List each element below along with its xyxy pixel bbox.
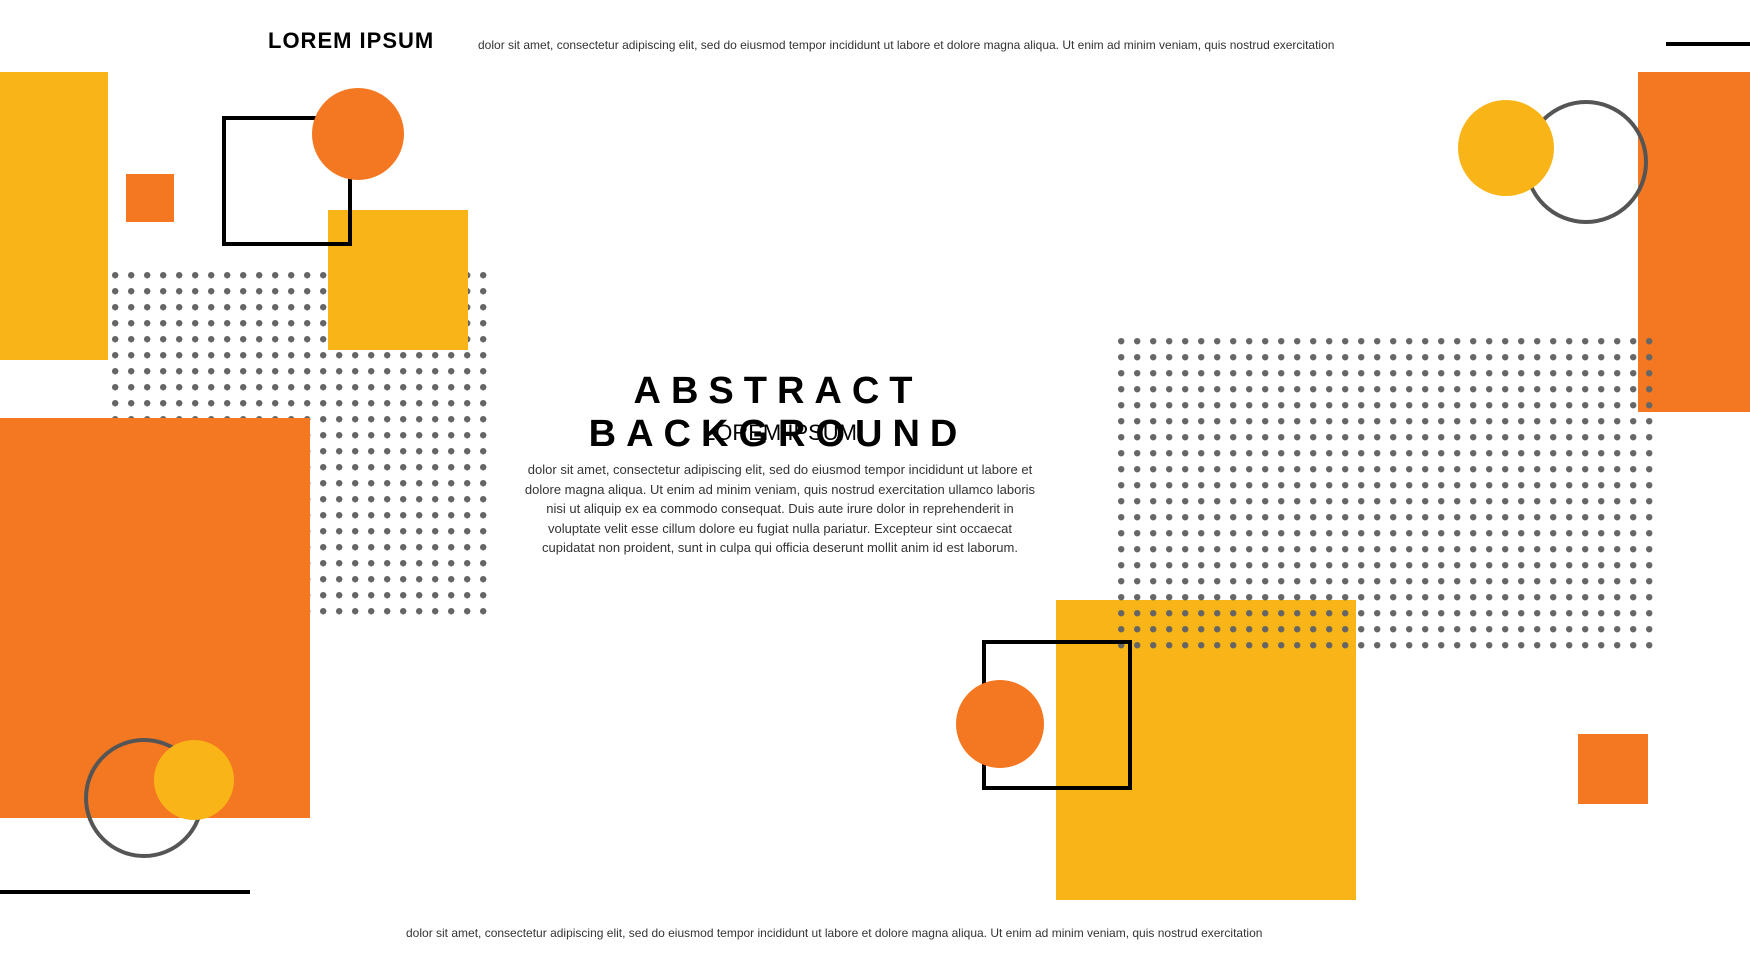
right-dot-grid xyxy=(1116,336,1654,650)
top-left-yellow-rect xyxy=(0,72,108,360)
bottom-right-orange-circle xyxy=(956,680,1044,768)
bottom-body-text: dolor sit amet, consectetur adipiscing e… xyxy=(406,926,1286,942)
bottom-right-orange-small-square xyxy=(1578,734,1648,804)
top-right-yellow-circle xyxy=(1458,100,1554,196)
top-left-orange-small-square xyxy=(126,174,174,222)
top-right-orange-rect xyxy=(1638,72,1750,412)
main-body-text: dolor sit amet, consectetur adipiscing e… xyxy=(520,460,1040,558)
bottom-left-line xyxy=(0,890,250,894)
main-subtitle: LOREM IPSUM xyxy=(630,420,930,446)
top-right-line xyxy=(1666,42,1750,46)
top-orange-circle xyxy=(312,88,404,180)
top-body-text: dolor sit amet, consectetur adipiscing e… xyxy=(478,38,1358,54)
heading-top: LOREM IPSUM xyxy=(268,28,434,54)
bottom-left-yellow-circle xyxy=(154,740,234,820)
